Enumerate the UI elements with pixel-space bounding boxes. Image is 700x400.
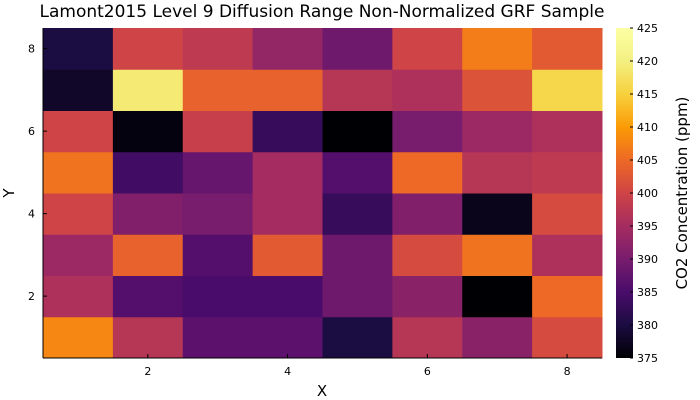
heatmap-cell — [532, 234, 603, 276]
heatmap-cell — [43, 151, 114, 194]
x-tick-label: 8 — [564, 365, 571, 378]
heatmap-cell — [392, 151, 463, 194]
x-tick-label: 6 — [424, 365, 431, 378]
y-tick-label: 2 — [28, 290, 35, 303]
heatmap-cell — [392, 316, 463, 359]
heatmap-cell — [532, 28, 603, 70]
colorbar-tick-label: 395 — [637, 220, 658, 233]
heatmap-cell — [322, 275, 393, 318]
heatmap-cell — [462, 110, 533, 153]
heatmap-cell — [252, 69, 323, 111]
heatmap-cell — [112, 69, 184, 111]
heatmap-cell — [462, 28, 533, 70]
heatmap-cell — [43, 69, 114, 111]
y-axis-label: Y — [0, 188, 18, 199]
colorbar-tick-label: 390 — [637, 253, 658, 266]
heatmap-cell — [112, 275, 184, 318]
colorbar-tick-label: 420 — [637, 55, 658, 68]
heatmap-cell — [182, 316, 254, 359]
heatmap-cell — [462, 193, 533, 235]
heatmap-cell — [182, 193, 254, 235]
colorbar-gradient — [616, 28, 633, 358]
heatmap-cell — [252, 234, 323, 276]
x-tick-label: 4 — [284, 365, 291, 378]
heatmap-cell — [43, 275, 114, 318]
heatmap-cell — [182, 234, 254, 276]
colorbar-tick-label: 405 — [637, 154, 658, 167]
heatmap-cell — [252, 28, 323, 70]
heatmap-cell — [462, 69, 533, 111]
heatmap-cell — [43, 316, 114, 359]
heatmap-cell — [532, 193, 603, 235]
colorbar-tick-label: 415 — [637, 88, 658, 101]
heatmap-cell — [322, 28, 393, 70]
heatmap-cell — [532, 110, 603, 153]
x-axis-label: X — [317, 382, 327, 400]
colorbar: 375 380 385 390 395 400 405 410 415 420 425 — [616, 22, 658, 365]
heatmap-cell — [252, 151, 323, 194]
heatmap-cell — [43, 28, 114, 70]
colorbar-ticks: 375 380 385 390 395 400 405 410 415 420 425 — [630, 22, 658, 365]
heatmap-cell — [392, 193, 463, 235]
heatmap-cell — [252, 110, 323, 153]
colorbar-tick-label: 400 — [637, 187, 658, 200]
y-tick-label: 6 — [28, 125, 35, 138]
heatmap-cell — [462, 275, 533, 318]
x-tick-label: 2 — [144, 365, 151, 378]
colorbar-tick-label: 425 — [637, 22, 658, 35]
heatmap-cell — [182, 151, 254, 194]
y-ticks: 2 4 6 8 — [28, 43, 47, 303]
heatmap-cell — [112, 28, 184, 70]
colorbar-tick-label: 375 — [637, 352, 658, 365]
heatmap-cell — [112, 110, 184, 153]
x-ticks: 2 4 6 8 — [144, 354, 571, 378]
heatmap-cell — [112, 316, 184, 359]
colorbar-tick-label: 385 — [637, 286, 658, 299]
heatmap-cell — [392, 69, 463, 111]
heatmap-cell — [462, 151, 533, 194]
heatmap-cell — [392, 28, 463, 70]
y-tick-label: 4 — [28, 208, 35, 221]
heatmap-cell — [322, 316, 393, 359]
heatmap-cell — [252, 275, 323, 318]
heatmap-cell — [43, 193, 114, 235]
heatmap-cell — [182, 110, 254, 153]
heatmap-cell — [532, 316, 603, 359]
heatmap-cell — [252, 193, 323, 235]
y-tick-label: 8 — [28, 43, 35, 56]
heatmap-cell — [532, 275, 603, 318]
heatmap-cells — [43, 28, 603, 359]
heatmap-cell — [252, 316, 323, 359]
heatmap-cell — [462, 234, 533, 276]
heatmap-cell — [462, 316, 533, 359]
colorbar-tick-label: 410 — [637, 121, 658, 134]
heatmap-cell — [322, 193, 393, 235]
heatmap-cell — [112, 193, 184, 235]
heatmap-cell — [112, 234, 184, 276]
heatmap-cell — [392, 110, 463, 153]
chart-title: Lamont2015 Level 9 Diffusion Range Non-N… — [40, 2, 605, 22]
heatmap-cell — [43, 234, 114, 276]
heatmap-cell — [112, 151, 184, 194]
heatmap-cell — [322, 110, 393, 153]
colorbar-tick-label: 380 — [637, 319, 658, 332]
heatmap-cell — [532, 151, 603, 194]
heatmap-cell — [182, 28, 254, 70]
heatmap-cell — [392, 275, 463, 318]
heatmap-cell — [392, 234, 463, 276]
heatmap-cell — [43, 110, 114, 153]
heatmap-cell — [182, 69, 254, 111]
colorbar-label: CO2 Concentration (ppm) — [673, 97, 691, 290]
heatmap-cell — [322, 234, 393, 276]
heatmap-cell — [182, 275, 254, 318]
heatmap-cell — [322, 69, 393, 111]
heatmap-cell — [532, 69, 603, 111]
heatmap-cell — [322, 151, 393, 194]
